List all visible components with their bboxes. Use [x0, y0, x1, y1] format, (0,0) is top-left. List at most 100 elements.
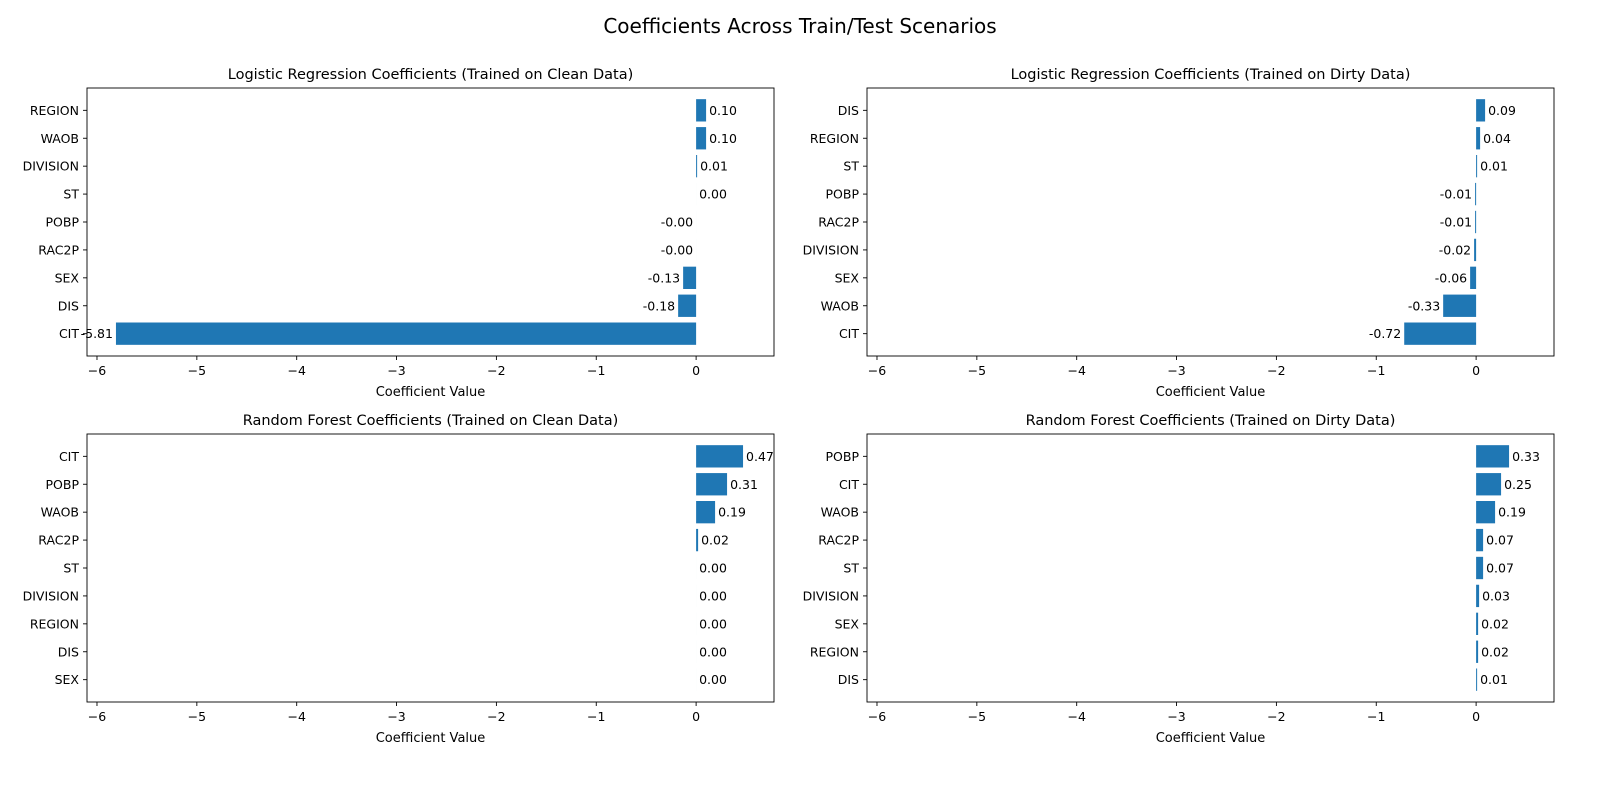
- y-tick-label: CIT: [59, 449, 79, 464]
- y-tick-label: DIVISION: [23, 159, 79, 174]
- y-tick-label: CIT: [839, 477, 859, 492]
- bar-value-label: 0.47: [746, 449, 774, 464]
- bar-value-label: 0.09: [1488, 103, 1516, 118]
- bar-value-label: 0.19: [718, 505, 746, 520]
- x-tick-label: −3: [1167, 709, 1185, 724]
- x-tick-label: −6: [868, 709, 886, 724]
- x-tick-label: −5: [188, 709, 206, 724]
- bar-value-label: -0.06: [1435, 270, 1467, 285]
- y-tick-label: REGION: [810, 644, 859, 659]
- x-tick-label: −6: [88, 363, 106, 378]
- y-tick-label: SEX: [55, 672, 80, 687]
- x-tick-label: −3: [387, 363, 405, 378]
- y-tick-label: ST: [843, 561, 859, 576]
- x-tick-label: −4: [1067, 363, 1085, 378]
- figure-title: Coefficients Across Train/Test Scenarios: [603, 14, 996, 38]
- bar-cit: [115, 322, 697, 345]
- bar-waob: [696, 501, 716, 524]
- x-tick-label: 0: [1472, 363, 1480, 378]
- bar-value-label: -0.01: [1440, 215, 1472, 230]
- y-tick-label: RAC2P: [818, 215, 859, 230]
- bar-value-label: -0.33: [1408, 298, 1440, 313]
- axes-area: [867, 88, 1554, 356]
- y-tick-label: WAOB: [821, 298, 859, 313]
- bar-value-label: -0.72: [1369, 326, 1401, 341]
- bar-value-label: 0.01: [1480, 159, 1508, 174]
- y-tick-label: RAC2P: [38, 533, 79, 548]
- bar-value-label: -0.00: [661, 215, 693, 230]
- y-tick-label: POBP: [826, 187, 860, 202]
- x-tick-label: −5: [968, 709, 986, 724]
- axes-area: [867, 434, 1554, 702]
- x-tick-label: −1: [1367, 709, 1385, 724]
- bar-cit: [696, 445, 744, 468]
- bar-value-label: -0.18: [643, 298, 675, 313]
- x-tick-label: 0: [692, 363, 700, 378]
- bar-st: [1476, 556, 1484, 580]
- y-tick-label: DIS: [838, 103, 859, 118]
- x-tick-label: −2: [1267, 709, 1285, 724]
- bar-sex: [1476, 612, 1479, 635]
- x-tick-label: −2: [1267, 363, 1285, 378]
- panel-title: Logistic Regression Coefficients (Traine…: [1011, 67, 1411, 83]
- x-axis-label: Coefficient Value: [376, 385, 486, 400]
- bar-cit: [1404, 322, 1477, 345]
- bar-division: [1474, 238, 1477, 262]
- y-tick-label: POBP: [46, 215, 80, 230]
- y-tick-label: REGION: [30, 103, 79, 118]
- bar-rac2p: [1475, 210, 1477, 234]
- x-tick-label: −3: [387, 709, 405, 724]
- y-tick-label: ST: [63, 561, 79, 576]
- x-tick-label: −3: [1167, 363, 1185, 378]
- bar-value-label: -5.81: [81, 326, 113, 341]
- y-tick-label: DIVISION: [803, 588, 859, 603]
- x-tick-label: −1: [1367, 363, 1385, 378]
- lr-clean-panel: 0.10 0.10 0.01 0.00 -0.00 -0.00 -0.13 -0.18 -5.8…: [23, 67, 775, 400]
- chart-panels: 0.10 0.10 0.01 0.00 -0.00 -0.00 -0.13 -0.18 -5.8…: [23, 67, 1555, 746]
- bar-pobp: [1476, 445, 1510, 468]
- panel-title: Logistic Regression Coefficients (Traine…: [228, 67, 633, 83]
- y-tick-label: WAOB: [41, 131, 79, 146]
- bar-value-label: 0.02: [1481, 644, 1509, 659]
- y-tick-label: REGION: [30, 616, 79, 631]
- y-tick-label: DIS: [838, 672, 859, 687]
- x-axis-label: Coefficient Value: [376, 731, 486, 746]
- x-tick-label: −5: [188, 363, 206, 378]
- bar-waob: [1443, 294, 1477, 317]
- x-tick-label: −4: [1067, 709, 1085, 724]
- bar-rac2p: [696, 528, 699, 552]
- lr-dirty-panel: 0.09 0.04 0.01 -0.01 -0.01 -0.02 -0.06 -0.33 -0.…: [803, 67, 1555, 400]
- bar-value-label: -0.02: [1439, 242, 1471, 257]
- bar-pobp: [696, 473, 728, 496]
- y-tick-label: ST: [843, 159, 859, 174]
- y-tick-label: CIT: [59, 326, 79, 341]
- bar-cit: [1476, 473, 1502, 496]
- bar-pobp: [1475, 182, 1477, 206]
- bar-value-label: 0.01: [700, 159, 728, 174]
- bar-value-label: 0.33: [1512, 449, 1540, 464]
- bar-value-label: 0.00: [699, 588, 727, 603]
- bar-value-label: -0.00: [661, 242, 693, 257]
- y-tick-label: SEX: [835, 270, 860, 285]
- bar-value-label: 0.04: [1483, 131, 1511, 146]
- bar-value-label: 0.00: [699, 187, 727, 202]
- bar-value-label: 0.25: [1504, 477, 1532, 492]
- y-tick-label: WAOB: [821, 505, 859, 520]
- bar-value-label: -0.01: [1440, 187, 1472, 202]
- bar-rac2p: [1476, 528, 1484, 552]
- x-tick-label: −1: [587, 709, 605, 724]
- bar-sex: [683, 266, 697, 289]
- bar-value-label: 0.03: [1482, 588, 1510, 603]
- bar-value-label: 0.31: [730, 477, 758, 492]
- y-tick-label: SEX: [55, 270, 80, 285]
- x-axis-label: Coefficient Value: [1156, 385, 1266, 400]
- bar-value-label: 0.02: [1481, 616, 1509, 631]
- bar-value-label: -0.13: [648, 270, 680, 285]
- bar-value-label: 0.02: [701, 533, 729, 548]
- bar-value-label: 0.00: [699, 672, 727, 687]
- bar-waob: [696, 127, 707, 150]
- y-tick-label: CIT: [839, 326, 859, 341]
- x-tick-label: −6: [88, 709, 106, 724]
- y-tick-label: POBP: [826, 449, 860, 464]
- x-tick-label: 0: [692, 709, 700, 724]
